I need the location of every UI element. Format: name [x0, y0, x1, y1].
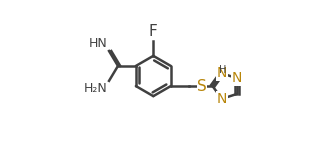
Text: N: N — [232, 71, 242, 85]
Text: F: F — [149, 24, 158, 39]
Text: N: N — [217, 92, 227, 106]
Text: H: H — [219, 65, 226, 75]
Text: S: S — [197, 79, 207, 94]
Text: N: N — [217, 66, 227, 80]
Text: H₂N: H₂N — [84, 82, 108, 95]
Text: HN: HN — [89, 36, 108, 50]
